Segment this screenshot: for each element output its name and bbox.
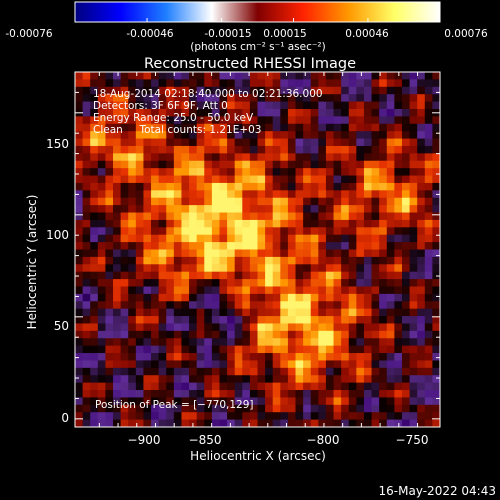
colorbar-ticks [74,18,441,22]
info-line: Detectors: 3F 6F 9F, Att 0 [93,100,228,112]
colorbar-gradient [74,1,441,23]
colorbar-tick-label: 0.00076 [444,28,488,40]
info-line: 18-Aug-2014 02:18:40.000 to 02:21:36.000 [93,88,323,100]
colorbar-tick-label: -0.00046 [126,28,174,40]
colorbar-tick-label: -0.00015 [204,28,251,40]
y-tick-label: 100 [46,228,69,242]
colorbar-tick-label: 0.00046 [345,28,389,40]
x-axis-label: Heliocentric X (arcsec) [190,449,326,463]
heatmap-image [75,72,441,428]
colorbar-tick-label: -0.00076 [5,28,53,40]
x-tick-label: −800 [307,433,340,447]
x-tick-label: −900 [128,433,161,447]
y-tick-label: 0 [61,411,69,425]
footer-timestamp: 16-May-2022 04:43 [379,484,496,498]
colorbar: -0.00076 -0.00046 -0.00015 0.00015 0.000… [5,1,488,53]
peak-position-label: Position of Peak = [−770,129] [95,399,254,411]
info-line: Clean Total counts: 1.21E+03 [93,124,262,136]
y-axis-label: Heliocentric Y (arcsec) [25,195,39,330]
axis-ticks [75,71,440,427]
y-tick-label: 50 [54,319,69,333]
chart-title: Reconstructed RHESSI Image [144,56,356,72]
colorbar-tick-label: 0.00015 [263,28,306,40]
y-tick-label: 150 [46,137,69,151]
plot-frame [74,71,441,428]
info-line: Energy Range: 25.0 - 50.0 keV [93,112,254,124]
plot-area: 18-Aug-2014 02:18:40.000 to 02:21:36.000… [74,71,441,428]
x-tick-label: −850 [189,433,222,447]
colorbar-units: (photons cm⁻² s⁻¹ asec⁻²) [190,41,325,53]
x-tick-label: −750 [396,433,429,447]
